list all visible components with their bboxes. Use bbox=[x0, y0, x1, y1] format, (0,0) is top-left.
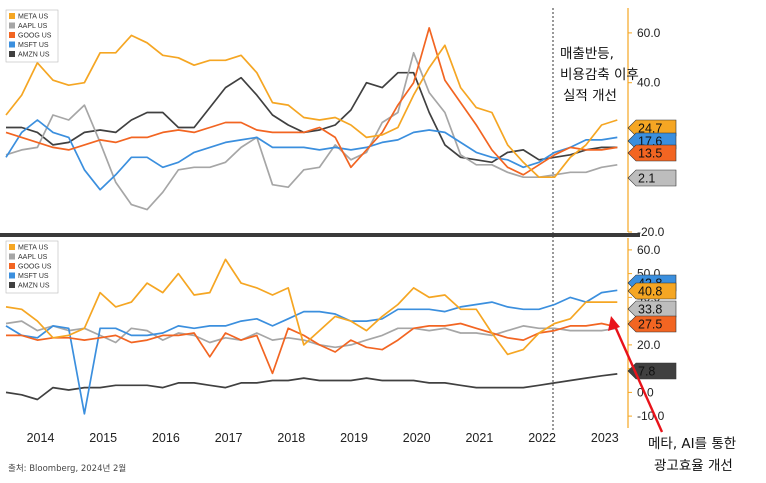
tag-meta-top-text: 24.7 bbox=[638, 122, 662, 136]
x-tick-label: 2017 bbox=[215, 431, 243, 445]
tag-aapl-top-shape bbox=[627, 169, 677, 187]
legend-swatch-msft-us bbox=[9, 272, 15, 279]
x-axis-labels: 2014 2015 2016 2017 2018 2019 2020 2021 2022 2023 bbox=[27, 431, 619, 445]
tag-amzn-bottom: 7.8 bbox=[627, 362, 677, 380]
top-series-line-goog-us bbox=[5, 27, 618, 176]
tag-amzn-bottom-text: 7.8 bbox=[638, 365, 655, 379]
legend-swatch-aapl-us bbox=[9, 253, 15, 260]
bottom-panel-series bbox=[5, 258, 618, 415]
x-tick-label: 2023 bbox=[591, 431, 619, 445]
y-tick-label: 40.0 bbox=[637, 76, 661, 90]
top-panel-series bbox=[5, 27, 618, 211]
legend-swatch-amzn-us bbox=[9, 282, 15, 288]
legend-swatch-aapl-us bbox=[9, 22, 15, 29]
bottom-annotation-line-1: 메타, AI를 통한 bbox=[648, 436, 736, 452]
top-annotation-line-2: 비용감축 이후 bbox=[560, 67, 639, 83]
legend-label-amzn-us: AMZN US bbox=[18, 52, 50, 59]
top-annotation-line-1: 매출반등, bbox=[560, 46, 614, 62]
legend-label-amzn-us: AMZN US bbox=[18, 283, 50, 290]
x-tick-label: 2020 bbox=[403, 431, 431, 445]
bottom-series-line-amzn-us bbox=[5, 373, 618, 401]
tag-goog-bottom-text: 27.5 bbox=[638, 318, 662, 332]
tag-meta-bottom-text: 40.8 bbox=[638, 285, 662, 299]
x-tick-label: 2022 bbox=[528, 431, 556, 445]
legend-label-msft-us: MSFT US bbox=[18, 42, 49, 49]
legend-swatch-goog-us bbox=[9, 263, 15, 269]
bottom-series-line-meta-us bbox=[5, 258, 618, 356]
tag-meta-bottom-shape bbox=[627, 282, 677, 300]
tag-aapl-bottom-text: 33.8 bbox=[638, 303, 662, 317]
arrow-shaft bbox=[612, 323, 664, 433]
top-y-ticks: 60.0 40.0 -20.0 bbox=[628, 26, 665, 239]
tag-aapl-bottom: 33.8 bbox=[627, 300, 677, 318]
top-series-line-msft-us bbox=[5, 119, 618, 191]
x-tick-label: 2018 bbox=[277, 431, 305, 445]
top-legend: META US AAPL US GOOG US MSFT US AMZN US bbox=[5, 9, 59, 63]
y-tick-label: 60.0 bbox=[637, 243, 661, 257]
legend-label-goog-us: GOOG US bbox=[18, 33, 52, 40]
legend-label-msft-us: MSFT US bbox=[18, 273, 49, 280]
x-tick-label: 2016 bbox=[152, 431, 180, 445]
top-series-line-amzn-us bbox=[6, 71, 618, 164]
top-end-value-tags: 24.717.613.52.1 bbox=[627, 119, 677, 187]
legend-swatch-goog-us bbox=[9, 32, 15, 38]
bottom-annotation-line-2: 광고효율 개선 bbox=[654, 458, 733, 474]
legend-swatch-amzn-us bbox=[9, 51, 15, 57]
tag-meta-bottom: 40.8 bbox=[627, 282, 677, 300]
tag-goog-top-shape bbox=[627, 144, 677, 162]
tag-amzn-bottom-shape bbox=[627, 362, 677, 380]
x-tick-label: 2015 bbox=[89, 431, 117, 445]
y-tick-label: -20.0 bbox=[637, 225, 665, 239]
legend-label-aapl-us: AAPL US bbox=[18, 254, 48, 261]
y-tick-label: 60.0 bbox=[637, 26, 661, 40]
legend-swatch-meta-us bbox=[9, 244, 15, 250]
top-annotation-line-3: 실적 개선 bbox=[563, 88, 617, 104]
top-series-line-meta-us bbox=[5, 34, 618, 179]
x-tick-label: 2021 bbox=[465, 431, 493, 445]
x-tick-label: 2014 bbox=[27, 431, 55, 445]
legend-swatch-meta-us bbox=[9, 13, 15, 19]
legend-label-meta-us: META US bbox=[18, 14, 49, 21]
y-tick-label: -10.0 bbox=[637, 409, 665, 423]
bottom-series-line-goog-us bbox=[6, 322, 618, 375]
bottom-legend: META US AAPL US GOOG US MSFT US AMZN US bbox=[5, 240, 59, 294]
x-tick-label: 2019 bbox=[340, 431, 368, 445]
tag-goog-top-text: 13.5 bbox=[638, 147, 662, 161]
top-series-line-aapl-us bbox=[5, 51, 618, 211]
legend-label-meta-us: META US bbox=[18, 245, 49, 252]
tag-aapl-top: 2.1 bbox=[627, 169, 677, 187]
tag-goog-bottom: 27.5 bbox=[627, 315, 677, 333]
tag-goog-bottom-shape bbox=[627, 315, 677, 333]
y-tick-label: 20.0 bbox=[637, 338, 661, 352]
legend-label-goog-us: GOOG US bbox=[18, 264, 52, 271]
bottom-series-line-msft-us bbox=[5, 289, 618, 415]
panel-divider bbox=[0, 233, 640, 237]
legend-swatch-msft-us bbox=[9, 41, 15, 48]
legend-label-aapl-us: AAPL US bbox=[18, 23, 48, 30]
tag-goog-top: 13.5 bbox=[627, 144, 677, 162]
source-note: 출처: Bloomberg, 2024년 2월 bbox=[8, 463, 126, 474]
tag-aapl-top-text: 2.1 bbox=[638, 172, 655, 186]
arrow-head bbox=[608, 316, 620, 331]
tag-aapl-bottom-shape bbox=[627, 300, 677, 318]
bottom-series-line-aapl-us bbox=[5, 320, 618, 349]
bottom-end-value-tags: 42.840.833.827.57.8 bbox=[627, 274, 677, 380]
